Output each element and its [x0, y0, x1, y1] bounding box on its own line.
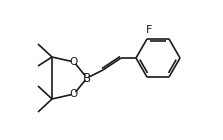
Text: O: O: [70, 57, 78, 67]
Text: O: O: [70, 89, 78, 99]
Text: B: B: [83, 72, 91, 85]
Text: F: F: [146, 25, 152, 35]
